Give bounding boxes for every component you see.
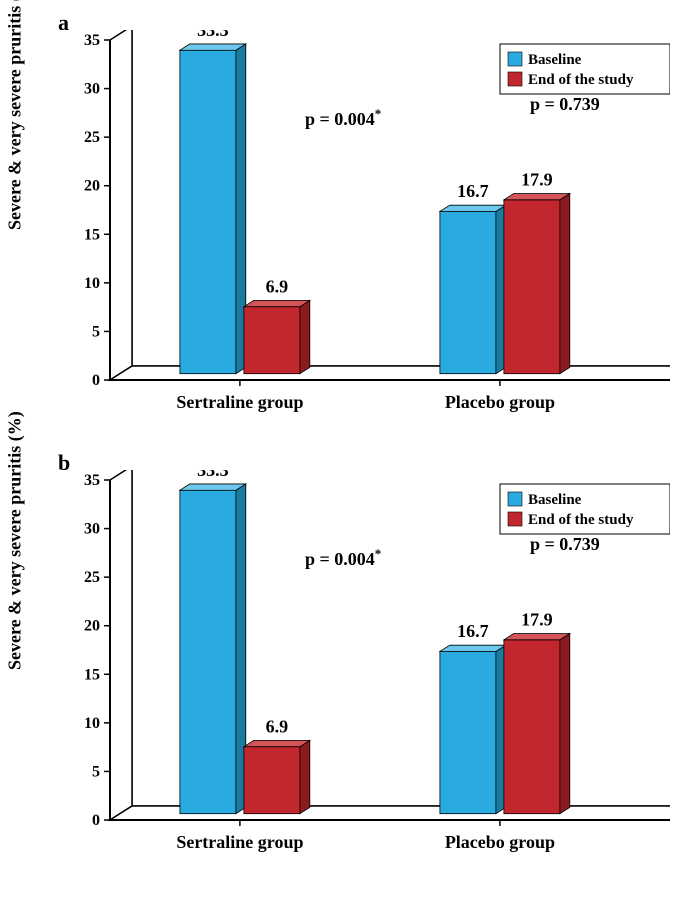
chart-a: 0 5 10 15 20 25 30 35 33.3 6.9 Sertraline group 16.… [80, 30, 670, 440]
svg-text:33.3: 33.3 [197, 30, 229, 40]
svg-text:35: 35 [84, 472, 100, 489]
svg-text:16.7: 16.7 [457, 181, 489, 201]
svg-text:30: 30 [84, 81, 100, 98]
svg-text:10: 10 [84, 715, 100, 732]
svg-text:p = 0.004*: p = 0.004* [305, 546, 381, 570]
panel-label-a: a [58, 10, 69, 36]
svg-text:Placebo group: Placebo group [445, 832, 555, 852]
svg-text:Baseline: Baseline [528, 52, 582, 68]
panel-a: a Severe & very severe pruritis (%) 0510… [10, 10, 675, 440]
y-axis-title-b: Severe & very severe pruritis (%) [5, 411, 26, 670]
svg-text:33.3: 33.3 [197, 470, 229, 480]
svg-text:End of the study: End of the study [528, 72, 634, 88]
svg-text:20: 20 [84, 618, 100, 635]
svg-text:p = 0.739: p = 0.739 [530, 94, 600, 114]
svg-text:5: 5 [92, 763, 100, 780]
panel-label-b: b [58, 450, 70, 476]
svg-text:15: 15 [84, 226, 100, 243]
svg-text:Sertraline group: Sertraline group [176, 832, 303, 852]
svg-text:10: 10 [84, 275, 100, 292]
panel-b: b Severe & very severe pruritis (%) 0510… [10, 450, 675, 880]
svg-text:Sertraline group: Sertraline group [176, 392, 303, 412]
svg-text:End of the study: End of the study [528, 512, 634, 528]
figure: a Severe & very severe pruritis (%) 0510… [10, 10, 675, 880]
svg-text:20: 20 [84, 178, 100, 195]
chart-b: 0 5 10 15 20 25 30 35 33.3 6.9 Sertraline group 16.… [80, 470, 670, 880]
svg-text:30: 30 [84, 521, 100, 538]
y-axis-title-a: Severe & very severe pruritis (%) [5, 0, 26, 230]
svg-text:p = 0.739: p = 0.739 [530, 534, 600, 554]
svg-text:Placebo group: Placebo group [445, 392, 555, 412]
svg-text:35: 35 [84, 32, 100, 49]
svg-text:p = 0.004*: p = 0.004* [305, 106, 381, 130]
svg-text:6.9: 6.9 [266, 276, 289, 296]
svg-text:6.9: 6.9 [266, 716, 289, 736]
svg-text:16.7: 16.7 [457, 621, 489, 641]
svg-text:17.9: 17.9 [521, 610, 553, 630]
svg-text:5: 5 [92, 323, 100, 340]
svg-text:15: 15 [84, 666, 100, 683]
svg-text:25: 25 [84, 129, 100, 146]
svg-text:25: 25 [84, 569, 100, 586]
svg-text:17.9: 17.9 [521, 170, 553, 190]
svg-text:Baseline: Baseline [528, 492, 582, 508]
svg-text:0: 0 [92, 372, 100, 389]
svg-text:0: 0 [92, 812, 100, 829]
